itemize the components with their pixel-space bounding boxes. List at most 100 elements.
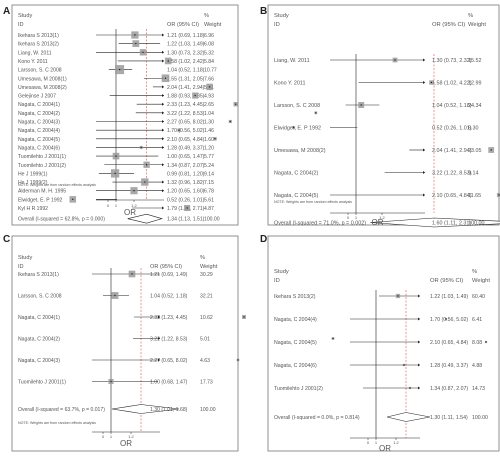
overall-or-ci: 1.34 (1.13, 1.51) (167, 217, 205, 223)
study-weight: 6.08 (204, 42, 214, 48)
ci-arrow (162, 206, 164, 210)
study-or-ci: 1.20 (0.65, 1.60) (167, 189, 205, 195)
overall-label: Overall (I-squared = 63.7%, p = 0.017) (18, 407, 105, 413)
study-label: Tuomilehto J 2001(2) (18, 163, 66, 169)
study-weight: 5.77 (204, 154, 214, 160)
study-or-ci: 3.22 (1.22, 8.53) (432, 171, 472, 177)
ci-arrow (418, 294, 420, 298)
study-label: Tuomilehto J 2001(1) (18, 380, 66, 386)
study-label: Kono Y. 2011 (274, 81, 305, 87)
point-estimate (115, 155, 117, 157)
ci-arrow (162, 180, 164, 184)
study-or-ci: 2.04 (1.41, 2.94) (167, 85, 205, 91)
study-row: Alderman M. H. 1995 1.20 (0.65, 1.60) 6.78 (18, 187, 214, 195)
x-tick-label: 1 (375, 440, 378, 445)
study-label: Nagata, C 2004(4) (274, 317, 317, 323)
ci-arrow (162, 94, 164, 98)
study-label: Nagata, C 2004(4) (18, 128, 60, 134)
study-label: Umesawa, M 2008(1) (18, 76, 67, 82)
weights-note: NOTE: Weights are from random effects an… (18, 421, 96, 425)
study-or-ci: 1.70 (0.56, 5.02) (167, 128, 205, 134)
study-weight: 4.88 (472, 363, 482, 369)
point-estimate (237, 359, 239, 361)
forest-plot-panel-a: A Study ID OR (95% CI)% Weight Ikehara S 2013… (3, 4, 318, 226)
study-or-ci: 2.10 (0.65, 4.84) (167, 137, 205, 143)
header-study: Study (18, 13, 33, 19)
study-row: Nagata, C 2004(5) 2.10 (0.65, 4.84)11.65 (274, 192, 500, 199)
study-label: Nagata, C 2004(6) (274, 363, 317, 369)
study-row: Ikehara S 2013(2) 1.22 (1.03, 1.49) 6.08 (18, 40, 214, 48)
ci-arrow (423, 81, 425, 84)
study-label: Nagata, C 2004(1) (18, 315, 60, 321)
study-or-ci: 2.10 (0.65, 4.84) (430, 340, 468, 346)
overall-label: Overall (I-squared = 62.8%, p = 0.000) (18, 217, 105, 223)
x-tick-label: 0 (107, 203, 110, 208)
study-label: Nagata, C 2004(2) (18, 111, 60, 117)
ci-arrow (423, 58, 425, 62)
study-weight: 2.65 (204, 102, 214, 108)
ci-arrow (162, 163, 164, 167)
study-row: He J 1999(1) 0.99 (0.81, 1.20) 9.14 (18, 169, 214, 178)
point-estimate (178, 129, 180, 131)
study-label: Liang, W. 2011 (274, 58, 310, 64)
study-or-ci: 1.04 (0.52, 1.18) (432, 103, 472, 109)
point-estimate (118, 68, 121, 71)
study-label: Larsson, S. C 2008 (18, 294, 62, 300)
study-row: Ikehara S 2013(1) 1.21 (0.69, 1.18) 6.96 (18, 31, 214, 39)
study-weight: 15.52 (468, 58, 482, 64)
x-tick-label: 1.2 (128, 434, 134, 439)
study-row: Umesawa, M 2008(1) 1.55 (1.31, 2.05) 7.66 (18, 74, 214, 82)
point-estimate (145, 164, 148, 166)
ci-arrow (423, 171, 425, 174)
study-weight: 6.41 (472, 317, 482, 323)
x-tick-label: 0 (347, 215, 350, 220)
study-label: Liang, W. 2011 (18, 50, 52, 56)
study-or-ci: 1.58 (1.02, 4.22) (432, 81, 472, 87)
study-row: Nagata, C 2004(3) 2.27 (0.65, 8.02) 4.63 (18, 358, 240, 364)
study-or-ci: 1.34 (0.87, 2.07) (167, 163, 205, 169)
ci-arrow (418, 386, 420, 390)
point-estimate (403, 364, 405, 366)
study-row: Nagata, C 2004(2) 3.22 (1.22, 8.53) 1.04 (18, 111, 318, 117)
point-estimate (133, 190, 135, 192)
study-or-ci: 0.99 (0.81, 1.20) (167, 171, 205, 177)
study-weight: 5.61 (204, 197, 214, 203)
ci-arrow (158, 315, 160, 319)
overall-weight: 100.00 (204, 217, 220, 223)
ci-arrow (162, 189, 164, 193)
x-tick-label: 1 (355, 215, 358, 220)
point-estimate (394, 59, 396, 61)
study-weight: 11.65 (468, 193, 481, 199)
study-weight: 14.73 (472, 386, 485, 392)
point-estimate (135, 42, 137, 45)
study-label: Ikehara S 2013(1) (18, 33, 59, 39)
point-estimate (186, 207, 188, 209)
point-estimate (430, 81, 433, 84)
study-label: Ikehara S 2013(2) (18, 42, 59, 48)
study-row: Umesawa, M 2008(2) 2.04 (1.41, 2.94)23.05 (274, 147, 495, 154)
ci-arrow (418, 317, 420, 321)
overall-label: Overall (I-squared = 71.0%, p = 0.002) (274, 221, 366, 227)
study-or-ci: 2.27 (0.65, 8.02) (167, 120, 205, 126)
study-label: Kyl H R 1992 (18, 206, 48, 212)
study-or-ci: 3.22 (1.22, 8.53) (167, 111, 205, 117)
overall-weight: 100.00 (468, 221, 485, 227)
study-label: He J 1999(2) (18, 180, 48, 186)
study-label: Tuomilehto J 2001(2) (274, 386, 323, 392)
study-or-ci: 3.22 (1.22, 8.53) (150, 337, 188, 343)
study-weight: 9.14 (468, 171, 479, 177)
study-label: Ikehara S 2013(1) (18, 272, 59, 278)
study-or-ci: 2.33 (1.23, 4.45) (150, 315, 188, 321)
overall-or-ci: 1.30 (1.11, 1.54) (430, 415, 468, 421)
study-row: Nagata, C 2004(2) 3.22 (1.22, 8.53)9.14 (274, 171, 479, 177)
study-weight: 7.15 (204, 180, 214, 186)
point-estimate (445, 318, 447, 320)
study-weight: 1.60 (204, 137, 214, 143)
x-axis-label: OR (372, 218, 384, 227)
panel-letter: C (3, 234, 10, 245)
overall-diamond (370, 217, 500, 228)
point-estimate (498, 194, 500, 196)
point-estimate (72, 198, 74, 201)
study-weight: 10.62 (200, 315, 213, 321)
study-or-ci: 1.00 (0.68, 1.47) (150, 380, 188, 386)
